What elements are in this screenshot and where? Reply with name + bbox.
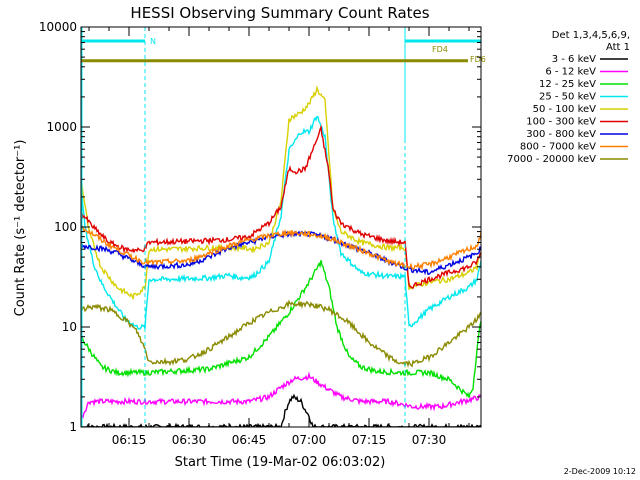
series-line	[81, 260, 481, 398]
y-tick-label: 1	[69, 420, 77, 434]
series-line	[81, 124, 481, 289]
plot-area: N FD4 FD6	[81, 27, 486, 427]
legend-header: Att 1	[606, 42, 630, 53]
series-line	[81, 223, 481, 271]
axes: 1 10 100 1000 10000 06:15 06:30 06:45 07:00 07:15…	[39, 20, 482, 447]
y-tick-label: 10	[62, 320, 77, 334]
legend: Det 1,3,4,5,6,9,Att 1 3 - 6 keV 6 - 12 keV…	[507, 30, 630, 165]
y-axis-label: Count Rate (s⁻¹ detector⁻¹)	[13, 140, 28, 317]
x-tick-label: 07:30	[412, 433, 447, 447]
legend-label: 12 - 25 keV	[539, 79, 596, 90]
x-axis-label: Start Time (19-Mar-02 06:03:02)	[175, 455, 386, 470]
x-tick-label: 07:15	[352, 433, 387, 447]
legend-label: 800 - 7000 keV	[520, 142, 596, 153]
y-tick-label: 1000	[46, 120, 77, 134]
legend-label: 6 - 12 keV	[545, 67, 596, 78]
plot-series-group	[81, 85, 481, 427]
legend-header: Det 1,3,4,5,6,9,	[552, 30, 630, 41]
series-line	[81, 393, 481, 427]
series-line	[81, 230, 481, 276]
series-line	[81, 115, 481, 330]
series-line	[81, 85, 481, 300]
series-line	[81, 299, 481, 369]
legend-label: 50 - 100 keV	[533, 104, 597, 115]
legend-label: 7000 - 20000 keV	[507, 154, 596, 165]
night-label: N	[150, 37, 156, 46]
legend-label: 100 - 300 keV	[526, 117, 596, 128]
chart-title: HESSI Observing Summary Count Rates	[130, 4, 429, 22]
legend-label: 300 - 800 keV	[526, 129, 596, 140]
y-tick-label: 100	[54, 220, 77, 234]
plot-frame	[80, 26, 482, 428]
x-tick-label: 07:00	[292, 433, 327, 447]
y-tick-label: 10000	[39, 20, 77, 34]
x-tick-label: 06:15	[112, 433, 147, 447]
legend-label: 3 - 6 keV	[552, 54, 596, 65]
legend-label: 25 - 50 keV	[539, 92, 596, 103]
timestamp-label: 2-Dec-2009 10:12	[564, 467, 636, 476]
x-tick-label: 06:45	[232, 433, 267, 447]
fd4-label: FD4	[432, 45, 448, 54]
fd6-label: FD6	[470, 55, 486, 64]
x-tick-label: 06:30	[172, 433, 207, 447]
series-line	[81, 371, 481, 420]
